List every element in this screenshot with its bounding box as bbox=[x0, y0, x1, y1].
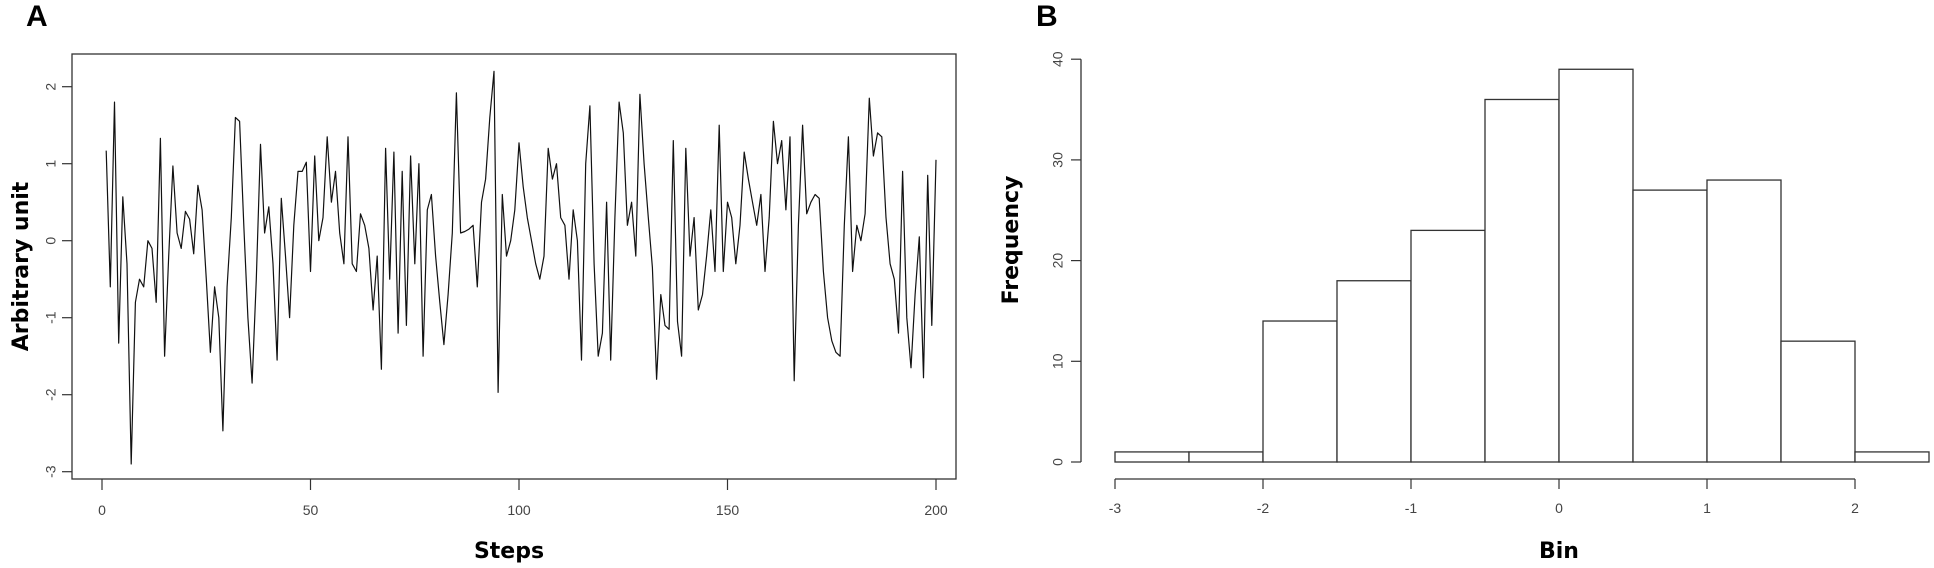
y-tick-label: 1 bbox=[43, 160, 59, 168]
x-axis-title: Bin bbox=[1539, 539, 1579, 564]
y-tick-label: 2 bbox=[43, 83, 59, 91]
histogram-bar bbox=[1854, 451, 1930, 463]
panel-label-b: B bbox=[1036, 0, 1058, 33]
histogram-bar bbox=[1188, 451, 1264, 463]
y-tick-label: 0 bbox=[1050, 458, 1066, 466]
x-tick-label: 50 bbox=[303, 502, 319, 518]
y-tick-label: 40 bbox=[1050, 51, 1066, 67]
histogram-bar bbox=[1558, 68, 1634, 463]
y-tick-label: 20 bbox=[1050, 253, 1066, 269]
y-axis: 0 10 20 30 40 bbox=[1050, 51, 1082, 466]
y-tick-label: 30 bbox=[1050, 152, 1066, 168]
x-tick-label: 2 bbox=[1851, 500, 1859, 516]
histogram-bar bbox=[1114, 451, 1190, 463]
y-tick-label: 10 bbox=[1050, 353, 1066, 369]
y-axis: -3 -2 -1 0 1 2 bbox=[43, 83, 72, 478]
x-tick-label: 0 bbox=[1555, 500, 1563, 516]
data-line bbox=[105, 70, 937, 465]
x-tick-label: -2 bbox=[1257, 500, 1270, 516]
histogram-bar bbox=[1484, 98, 1560, 463]
y-axis-title: Frequency bbox=[999, 176, 1024, 305]
panel-label-a: A bbox=[26, 0, 48, 33]
x-axis: 0 50 100 150 200 bbox=[98, 479, 948, 518]
y-tick-label: -2 bbox=[43, 388, 59, 401]
y-tick-label: -1 bbox=[43, 311, 59, 324]
x-tick-label: 150 bbox=[716, 502, 740, 518]
histogram-bars bbox=[1114, 68, 1930, 463]
histogram-panel: 0 10 20 30 40 -3 -2 -1 0 1 2 Bin Frequency bbox=[999, 51, 1930, 564]
x-axis: -3 -2 -1 0 1 2 bbox=[1109, 478, 1859, 516]
histogram-bar bbox=[1336, 280, 1412, 463]
x-tick-label: 0 bbox=[98, 502, 106, 518]
y-axis-title: Arbitrary unit bbox=[9, 181, 34, 351]
histogram-bar bbox=[1780, 340, 1856, 463]
histogram-bar bbox=[1632, 189, 1708, 463]
x-tick-label: 200 bbox=[924, 502, 948, 518]
plot-frame bbox=[71, 53, 957, 480]
y-tick-label: 0 bbox=[43, 237, 59, 245]
x-tick-label: 1 bbox=[1703, 500, 1711, 516]
x-tick-label: -1 bbox=[1405, 500, 1418, 516]
y-tick-label: -3 bbox=[43, 465, 59, 478]
x-axis-title: Steps bbox=[474, 539, 544, 564]
histogram-bar bbox=[1410, 229, 1486, 463]
x-tick-label: -3 bbox=[1109, 500, 1122, 516]
histogram-bar bbox=[1706, 179, 1782, 463]
line-chart-panel: -3 -2 -1 0 1 2 0 50 100 150 200 Steps Arbitrary u… bbox=[9, 53, 957, 564]
histogram-bar bbox=[1262, 320, 1338, 463]
x-tick-label: 100 bbox=[507, 502, 531, 518]
